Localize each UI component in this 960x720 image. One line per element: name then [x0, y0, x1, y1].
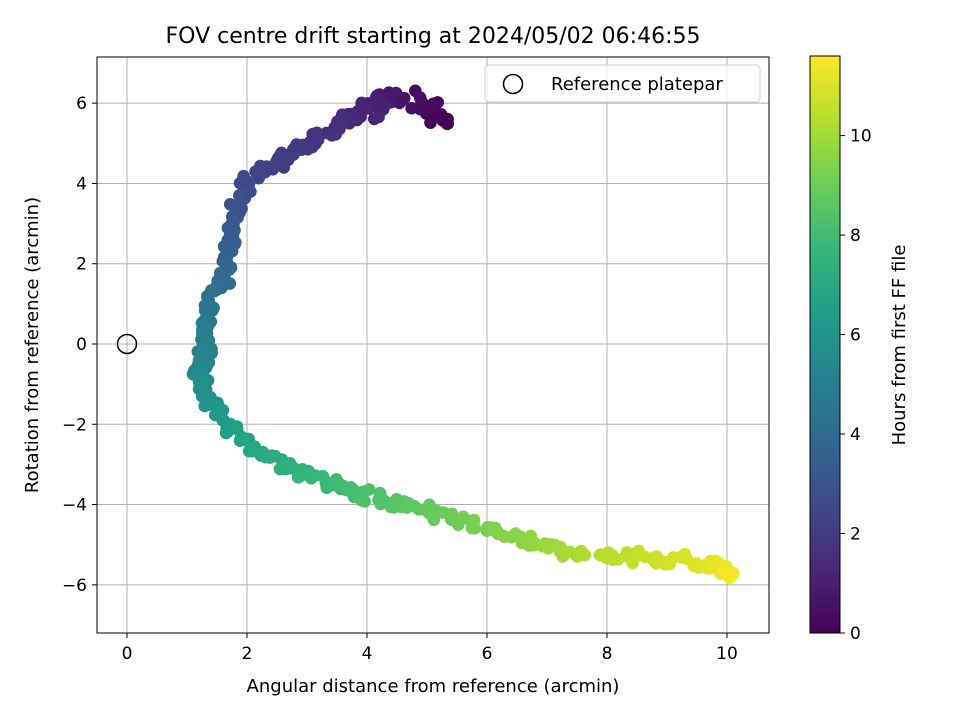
data-point [407, 499, 421, 513]
colorbar-label: Hours from first FF file [889, 245, 910, 446]
reference-platepar-point [116, 333, 138, 355]
y-tick-label: 4 [76, 174, 87, 194]
data-point [372, 110, 385, 124]
y-tick-label: 2 [76, 255, 87, 275]
x-tick-label: 6 [482, 644, 493, 664]
data-point [358, 495, 372, 508]
x-tick-label: 0 [122, 644, 133, 664]
colorbar [809, 55, 841, 634]
data-point [456, 510, 470, 524]
data-point [221, 258, 235, 272]
data-point [663, 557, 677, 571]
data-point [362, 102, 375, 115]
data-point [405, 101, 418, 115]
data-point [325, 129, 339, 142]
y-tick-label: −4 [62, 496, 87, 516]
y-tick-label: −6 [62, 576, 87, 596]
legend: Reference platepar [484, 64, 761, 103]
colorbar-tick-label: 8 [850, 226, 861, 246]
data-point [378, 97, 391, 111]
data-point [272, 150, 286, 164]
colorbar-tick-label: 0 [850, 624, 861, 644]
data-point [611, 553, 625, 566]
data-point [578, 548, 591, 562]
legend-box [484, 64, 761, 103]
data-point [468, 521, 482, 535]
data-point [253, 169, 266, 182]
x-tick-label: 2 [242, 644, 253, 664]
colorbar-tick-label: 2 [850, 525, 861, 545]
colorbar-tick-label: 6 [850, 326, 861, 346]
x-tick-label: 10 [716, 644, 738, 664]
colorbar-tick-label: 10 [850, 127, 872, 147]
scatter-points [186, 84, 740, 585]
x-axis-label: Angular distance from reference (arcmin) [247, 676, 620, 697]
data-point [426, 100, 439, 113]
data-point [207, 301, 220, 315]
legend-marker-icon [502, 73, 524, 95]
plot-frame [96, 56, 770, 634]
data-point [308, 469, 322, 482]
y-tick-label: 6 [76, 94, 87, 114]
data-point [722, 568, 735, 581]
x-tick-label: 8 [602, 644, 613, 664]
x-axis-ticks: 0 2 4 6 8 10 [122, 633, 738, 664]
chart-title: FOV centre drift starting at 2024/05/02 … [166, 24, 701, 49]
colorbar-ticks: 0 2 4 6 8 10 [840, 127, 872, 644]
y-tick-label: −2 [62, 415, 87, 435]
grid-lines [97, 57, 769, 633]
data-point [362, 483, 376, 496]
y-axis-ticks: −6 −4 −2 0 2 4 6 [62, 94, 97, 596]
y-tick-label: 0 [76, 335, 87, 355]
colorbar-gradient [809, 55, 841, 634]
legend-entry: Reference platepar [551, 74, 723, 95]
y-axis-label: Rotation from reference (arcmin) [22, 197, 43, 493]
data-point [413, 91, 427, 104]
data-point [389, 86, 403, 100]
data-point [424, 116, 437, 129]
reference-marker [116, 333, 138, 355]
x-tick-label: 4 [362, 644, 373, 664]
colorbar-tick-label: 4 [850, 425, 861, 445]
